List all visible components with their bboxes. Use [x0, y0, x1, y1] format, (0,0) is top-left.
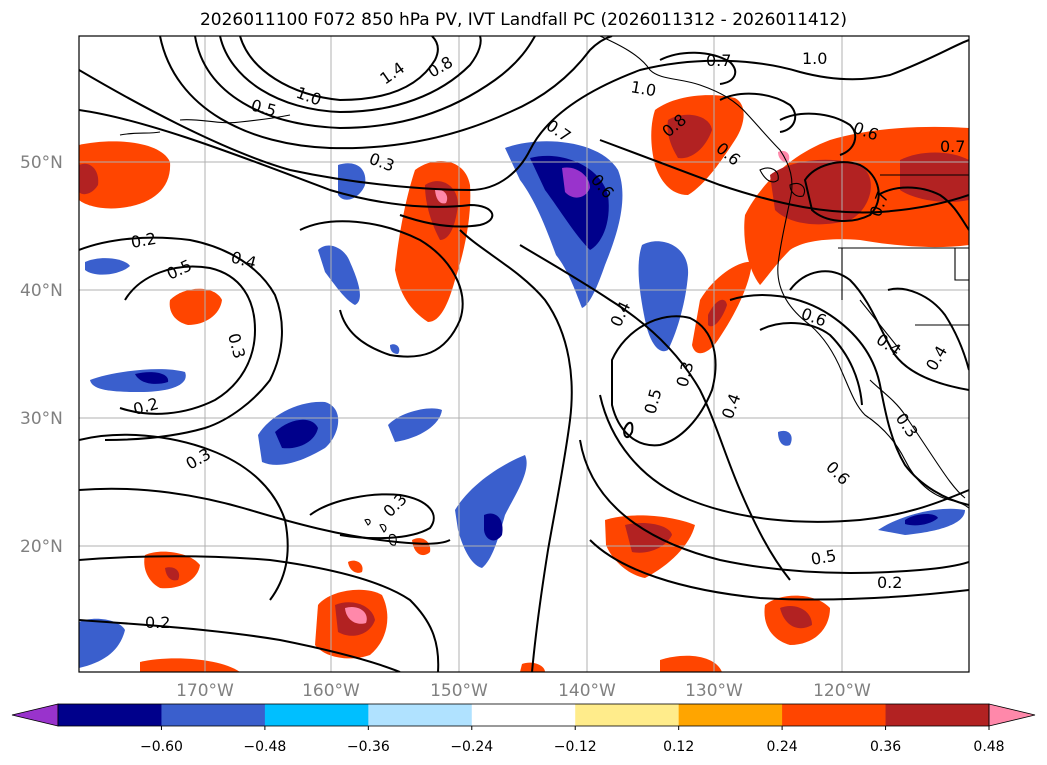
- graticule: [79, 36, 969, 672]
- colorbar-tick-label: −0.12: [554, 739, 597, 755]
- lat-label: 40°N: [20, 281, 63, 301]
- colorbar: −0.60 −0.48 −0.36 −0.24 −0.12 0.12 0.24 0.36 0.4…: [11, 703, 1036, 755]
- colorbar-segment: [368, 704, 473, 726]
- contour-label: 0.7: [706, 51, 731, 70]
- colorbar-ticks: −0.60 −0.48 −0.36 −0.24 −0.12 0.12 0.24 0.36 0.4…: [140, 726, 1005, 755]
- colorbar-tick-label: −0.24: [450, 739, 493, 755]
- colorbar-tick-label: −0.48: [243, 739, 286, 755]
- contour-label: 0.2: [145, 613, 170, 632]
- colorbar-frame: [57, 703, 990, 727]
- colorbar-tick-label: 0.12: [663, 739, 694, 755]
- lon-label: 140°W: [558, 681, 616, 701]
- coastlines: [119, 36, 969, 546]
- colorbar-extend-max: [988, 703, 1036, 727]
- colorbar-extend-min: [11, 703, 59, 727]
- contour-label: 0.2: [877, 573, 902, 592]
- lon-label: 130°W: [685, 681, 743, 701]
- lon-label: 160°W: [302, 681, 360, 701]
- contour-label: 1.0: [802, 49, 827, 68]
- contour-label: 0.5: [809, 546, 837, 569]
- colorbar-segment: [58, 704, 162, 726]
- contour-label: 0.7: [940, 137, 965, 156]
- latitude-labels: 50°N 40°N 30°N 20°N: [20, 153, 63, 557]
- longitude-labels: 170°W 160°W 150°W 140°W 130°W 120°W: [176, 681, 871, 701]
- colorbar-tick-label: 0.24: [767, 739, 798, 755]
- lon-label: 170°W: [176, 681, 234, 701]
- colorbar-tick-label: 0.36: [870, 739, 901, 755]
- colorbar-segment: [885, 704, 990, 726]
- colorbar-segment: [575, 704, 680, 726]
- map-frame: [78, 35, 970, 673]
- positive-pv-shading: [79, 95, 969, 672]
- lat-label: 50°N: [20, 153, 63, 173]
- colorbar-segment: [678, 704, 783, 726]
- contour-label: 1.0: [629, 77, 657, 100]
- ivt-contours: [79, 36, 969, 672]
- contour-label: 0.2: [129, 229, 157, 252]
- lon-label: 120°W: [813, 681, 871, 701]
- colorbar-segment: [782, 704, 887, 726]
- colorbar-segment: [264, 704, 369, 726]
- lat-label: 30°N: [20, 409, 63, 429]
- colorbar-tick-label: 0.48: [973, 739, 1004, 755]
- lon-label: 150°W: [430, 681, 488, 701]
- negative-pv-shading: [79, 141, 965, 668]
- colorbar-tick-label: −0.36: [347, 739, 390, 755]
- map-title: 2026011100 F072 850 hPa PV, IVT Landfall…: [199, 10, 847, 30]
- lat-label: 20°N: [20, 537, 63, 557]
- colorbar-segments: [11, 703, 1036, 727]
- colorbar-segment: [161, 704, 266, 726]
- colorbar-segment: [471, 704, 576, 726]
- map-area: 1.0 0.5 1.4 0.8 1.0 0.7 1.0 0.7 0.6 0.8 …: [79, 36, 969, 672]
- colorbar-tick-label: −0.60: [140, 739, 183, 755]
